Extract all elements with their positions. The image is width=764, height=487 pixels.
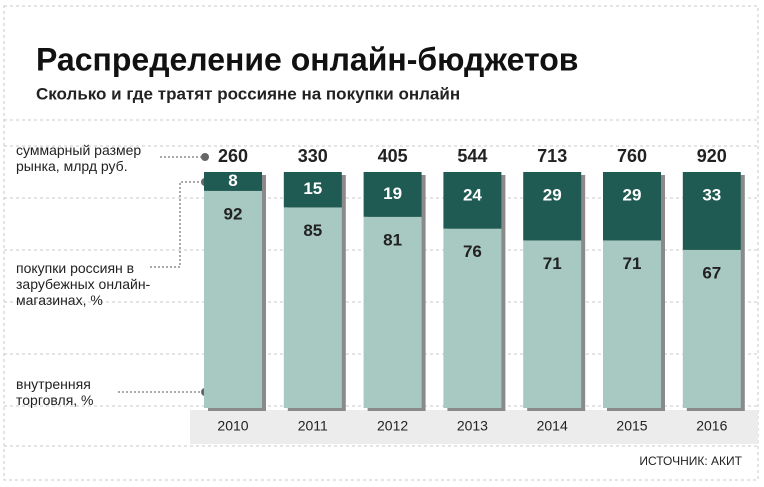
value-label: 29 [623, 185, 642, 204]
bar-segment [523, 172, 582, 241]
value-label: 15 [303, 179, 322, 198]
value-label: 8 [228, 171, 237, 190]
total-label: 713 [537, 146, 567, 166]
value-label: 85 [303, 221, 322, 240]
x-tick-label: 2010 [217, 418, 248, 434]
bar-segment [523, 240, 582, 408]
dot [201, 153, 209, 161]
bar-segment [682, 172, 741, 250]
total-label: 544 [457, 146, 487, 166]
x-tick-label: 2012 [377, 418, 408, 434]
bar-segment [363, 216, 422, 408]
source: ИСТОЧНИК: АКИТ [639, 454, 742, 468]
bar-segment [283, 207, 342, 408]
bar-segment [682, 249, 741, 408]
x-tick-label: 2014 [537, 418, 568, 434]
bar-segment [363, 172, 422, 217]
x-tick-label: 2016 [696, 418, 727, 434]
totals-label: суммарный размер рынка, млрд руб. [16, 142, 142, 174]
value-label: 33 [702, 185, 721, 204]
bar-segment [204, 172, 262, 191]
leaders [118, 156, 205, 393]
value-label: 71 [543, 254, 562, 273]
value-label: 19 [383, 184, 402, 203]
leader [150, 181, 205, 268]
x-tick-label: 2013 [457, 418, 488, 434]
legend-domestic: внутренняя торговля, % [16, 376, 94, 408]
frame [3, 5, 759, 481]
value-label: 24 [463, 185, 482, 204]
total-label: 330 [298, 146, 328, 166]
legend-foreign: покупки россиян в зарубежных онлайн-мага… [16, 260, 151, 308]
bar-segment [283, 172, 342, 208]
value-label: 29 [543, 185, 562, 204]
value-label: 92 [224, 204, 243, 223]
chart-subtitle: Сколько и где тратят россияне на покупки… [36, 84, 460, 103]
value-label: 71 [623, 254, 642, 273]
x-tick-label: 2011 [298, 418, 328, 434]
total-label: 405 [378, 146, 408, 166]
bar-segment [603, 172, 661, 241]
value-label: 67 [702, 263, 721, 282]
total-label: 260 [218, 146, 248, 166]
bar-segment [443, 228, 502, 408]
total-label: 920 [697, 146, 727, 166]
axis-band [190, 410, 758, 444]
total-label: 760 [617, 146, 647, 166]
bar-segment [443, 172, 502, 229]
value-label: 76 [463, 242, 482, 261]
bar-segment [204, 190, 262, 408]
bar-segment [603, 240, 661, 408]
chart-title: Распределение онлайн-бюджетов [36, 41, 578, 77]
x-tick-label: 2015 [616, 418, 647, 434]
value-label: 81 [383, 230, 402, 249]
decor-grid [3, 5, 759, 481]
